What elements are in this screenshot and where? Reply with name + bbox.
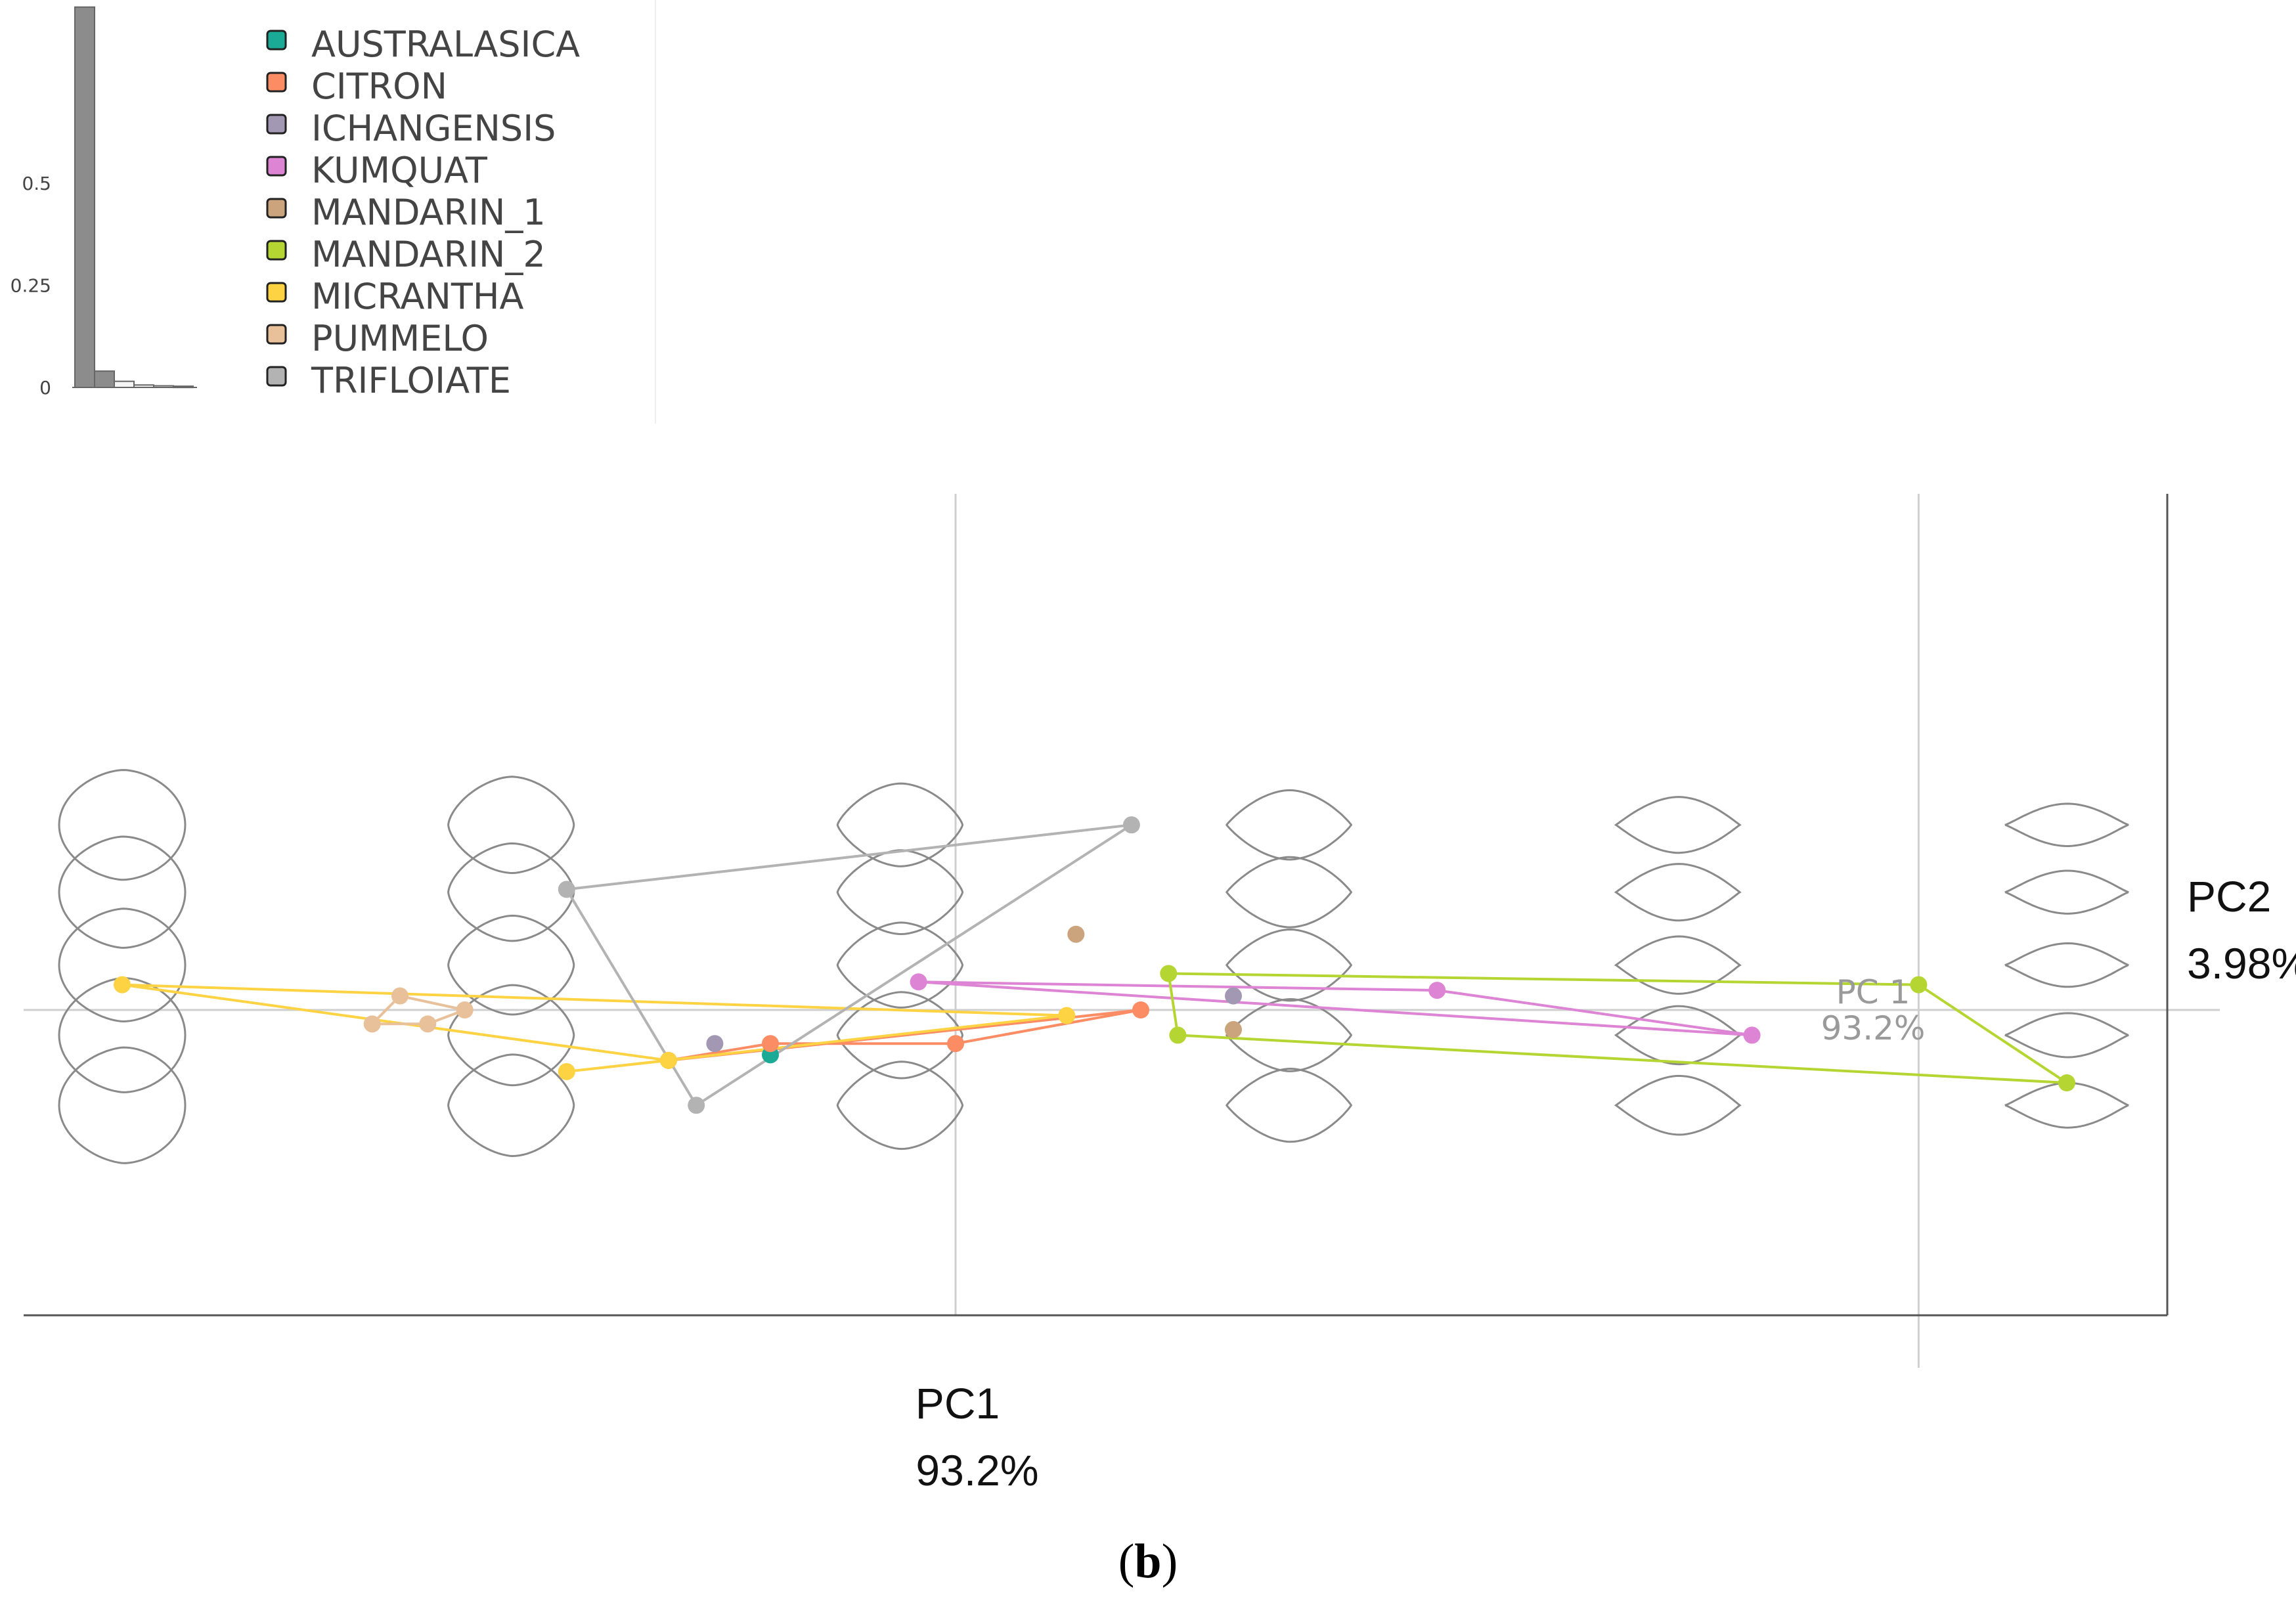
- caption-open: (: [1118, 1535, 1135, 1588]
- morphospace-leaf-outline: [2004, 802, 2129, 848]
- point-kumquat: [1428, 982, 1446, 999]
- morphospace-leaf-outline: [58, 769, 187, 881]
- eigenvalue-tick-label: 0.5: [22, 173, 51, 194]
- legend-swatch-ichangensis: [266, 114, 287, 135]
- morphospace-leaf-outline: [447, 842, 575, 942]
- eigenvalue-bar: [74, 6, 95, 388]
- eigenvalue-bar: [114, 380, 135, 389]
- caption-letter: b: [1134, 1535, 1161, 1588]
- morphospace-leaf-outline: [1614, 1074, 1742, 1136]
- morphospace-leaf-outline: [836, 921, 964, 1009]
- point-micrantha: [558, 1062, 575, 1080]
- legend-swatch-pummelo: [266, 324, 287, 345]
- legend-label-ichangensis: ICHANGENSIS: [311, 108, 556, 149]
- grid-lines: [24, 494, 2220, 1368]
- point-mandarin-1: [1225, 1020, 1242, 1038]
- legend-swatch-citron: [266, 72, 287, 93]
- eigenvalue-bars: [72, 6, 197, 389]
- morphospace-leaf-outline: [58, 835, 187, 949]
- legend-label-trifloiate: TRIFLOIATE: [311, 360, 511, 401]
- point-mandarin-2: [2058, 1074, 2075, 1092]
- morphospace-leaf-outline: [58, 908, 187, 1023]
- eigenvalue-barplot: 0 0.25 0.5: [11, 0, 656, 424]
- morphospace-leaf-outline: [2004, 869, 2129, 915]
- legend-label-kumquat: KUMQUAT: [311, 150, 488, 191]
- eigenvalue-tick-label: 0: [39, 377, 51, 399]
- legend-swatch-australasica: [266, 30, 287, 51]
- group-hulls: [121, 823, 2072, 1107]
- legend-swatch-trifloiate: [266, 366, 287, 387]
- morphospace-leaf-outline: [447, 984, 575, 1087]
- point-kumquat: [1743, 1026, 1761, 1044]
- point-citron: [1132, 1001, 1149, 1018]
- point-mandarin-1: [1067, 925, 1085, 943]
- morphospace-leaf-outline: [447, 776, 575, 875]
- point-ichangensis: [1225, 987, 1242, 1005]
- morphospace-leaf-outline: [2004, 1012, 2129, 1059]
- y-axis-title: PC2: [2187, 872, 2271, 921]
- morphospace-leaf-outline: [447, 914, 575, 1016]
- morphospace-leaf-outline: [836, 849, 964, 936]
- legend-swatch-mandarin-1: [266, 198, 287, 219]
- hull-kumquat: [918, 980, 1752, 1037]
- morphospace-leaf-outline: [1614, 1005, 1742, 1066]
- morphospace-leaf-outline: [447, 1053, 575, 1158]
- data-points: [114, 816, 2075, 1114]
- morphospace-leaf-outline: [1225, 856, 1353, 929]
- point-ichangensis: [706, 1035, 724, 1053]
- legend-label-pummelo: PUMMELO: [311, 318, 489, 359]
- legend-swatch-micrantha: [266, 282, 287, 303]
- morphospace-leaf-outline: [58, 1046, 187, 1164]
- point-citron: [762, 1035, 779, 1053]
- point-mandarin-2: [1160, 965, 1178, 982]
- eigenvalue-tick-label: 0.25: [11, 275, 51, 297]
- morphospace-leaf-outline: [1614, 935, 1742, 995]
- legend-label-mandarin-2: MANDARIN_2: [311, 234, 546, 275]
- morphospace-leaf-outline: [1225, 789, 1353, 861]
- morphospace-leaf-outline: [2004, 942, 2129, 988]
- point-micrantha: [1058, 1007, 1076, 1024]
- legend-label-mandarin-1: MANDARIN_1: [311, 192, 546, 233]
- point-pummelo: [363, 1015, 381, 1033]
- hull-trifloiate: [564, 823, 1132, 1107]
- caption-close: ): [1162, 1535, 1178, 1588]
- legend-swatch-mandarin-2: [266, 240, 287, 261]
- inner-axis-pct: 93.2%: [1821, 1009, 1926, 1047]
- pca-plot: PC 1 93.2%: [24, 494, 2220, 1368]
- morphospace-leaf-outline: [836, 782, 964, 867]
- point-citron: [947, 1035, 964, 1053]
- point-trifloiate: [1122, 816, 1140, 834]
- legend-label-micrantha: MICRANTHA: [311, 276, 523, 317]
- point-mandarin-2: [1169, 1026, 1187, 1044]
- point-micrantha: [659, 1051, 677, 1069]
- point-micrantha: [114, 976, 131, 994]
- eigenvalue-bar: [94, 370, 115, 388]
- point-trifloiate: [558, 881, 575, 898]
- inner-axis-label: PC 1: [1836, 973, 1910, 1011]
- legend-swatch-kumquat: [266, 156, 287, 177]
- point-kumquat: [910, 973, 927, 991]
- morphospace-leaf-outline: [836, 1061, 964, 1150]
- morphospace-leaf-outline: [1225, 1067, 1353, 1143]
- point-pummelo: [419, 1015, 437, 1033]
- x-axis-pct: 93.2%: [916, 1446, 1038, 1495]
- morphospace-leaf-outline: [1614, 863, 1742, 922]
- eigenvalue-y-ticks: 0 0.25 0.5: [11, 173, 51, 399]
- morphospace-leaf-outline: [1225, 928, 1353, 1002]
- legend-label-australasica: AUSTRALASICA: [311, 24, 580, 65]
- point-pummelo: [391, 987, 408, 1005]
- morphospace-leaf-outline: [2004, 1082, 2129, 1129]
- y-axis-pct: 3.98%: [2187, 939, 2296, 988]
- morphospace-leaf-outline: [1614, 796, 1742, 854]
- legend: AUSTRALASICACITRONICHANGENSISKUMQUATMAND…: [266, 24, 580, 401]
- point-pummelo: [456, 1001, 474, 1018]
- point-trifloiate: [688, 1097, 705, 1114]
- morphospace-leaf-outline: [58, 976, 187, 1093]
- point-mandarin-2: [1910, 976, 1928, 994]
- figure-caption: (b): [1118, 1535, 1178, 1588]
- x-axis-title: PC1: [916, 1379, 1000, 1428]
- legend-label-citron: CITRON: [311, 66, 447, 107]
- hull-mandarin-2: [1166, 972, 2072, 1085]
